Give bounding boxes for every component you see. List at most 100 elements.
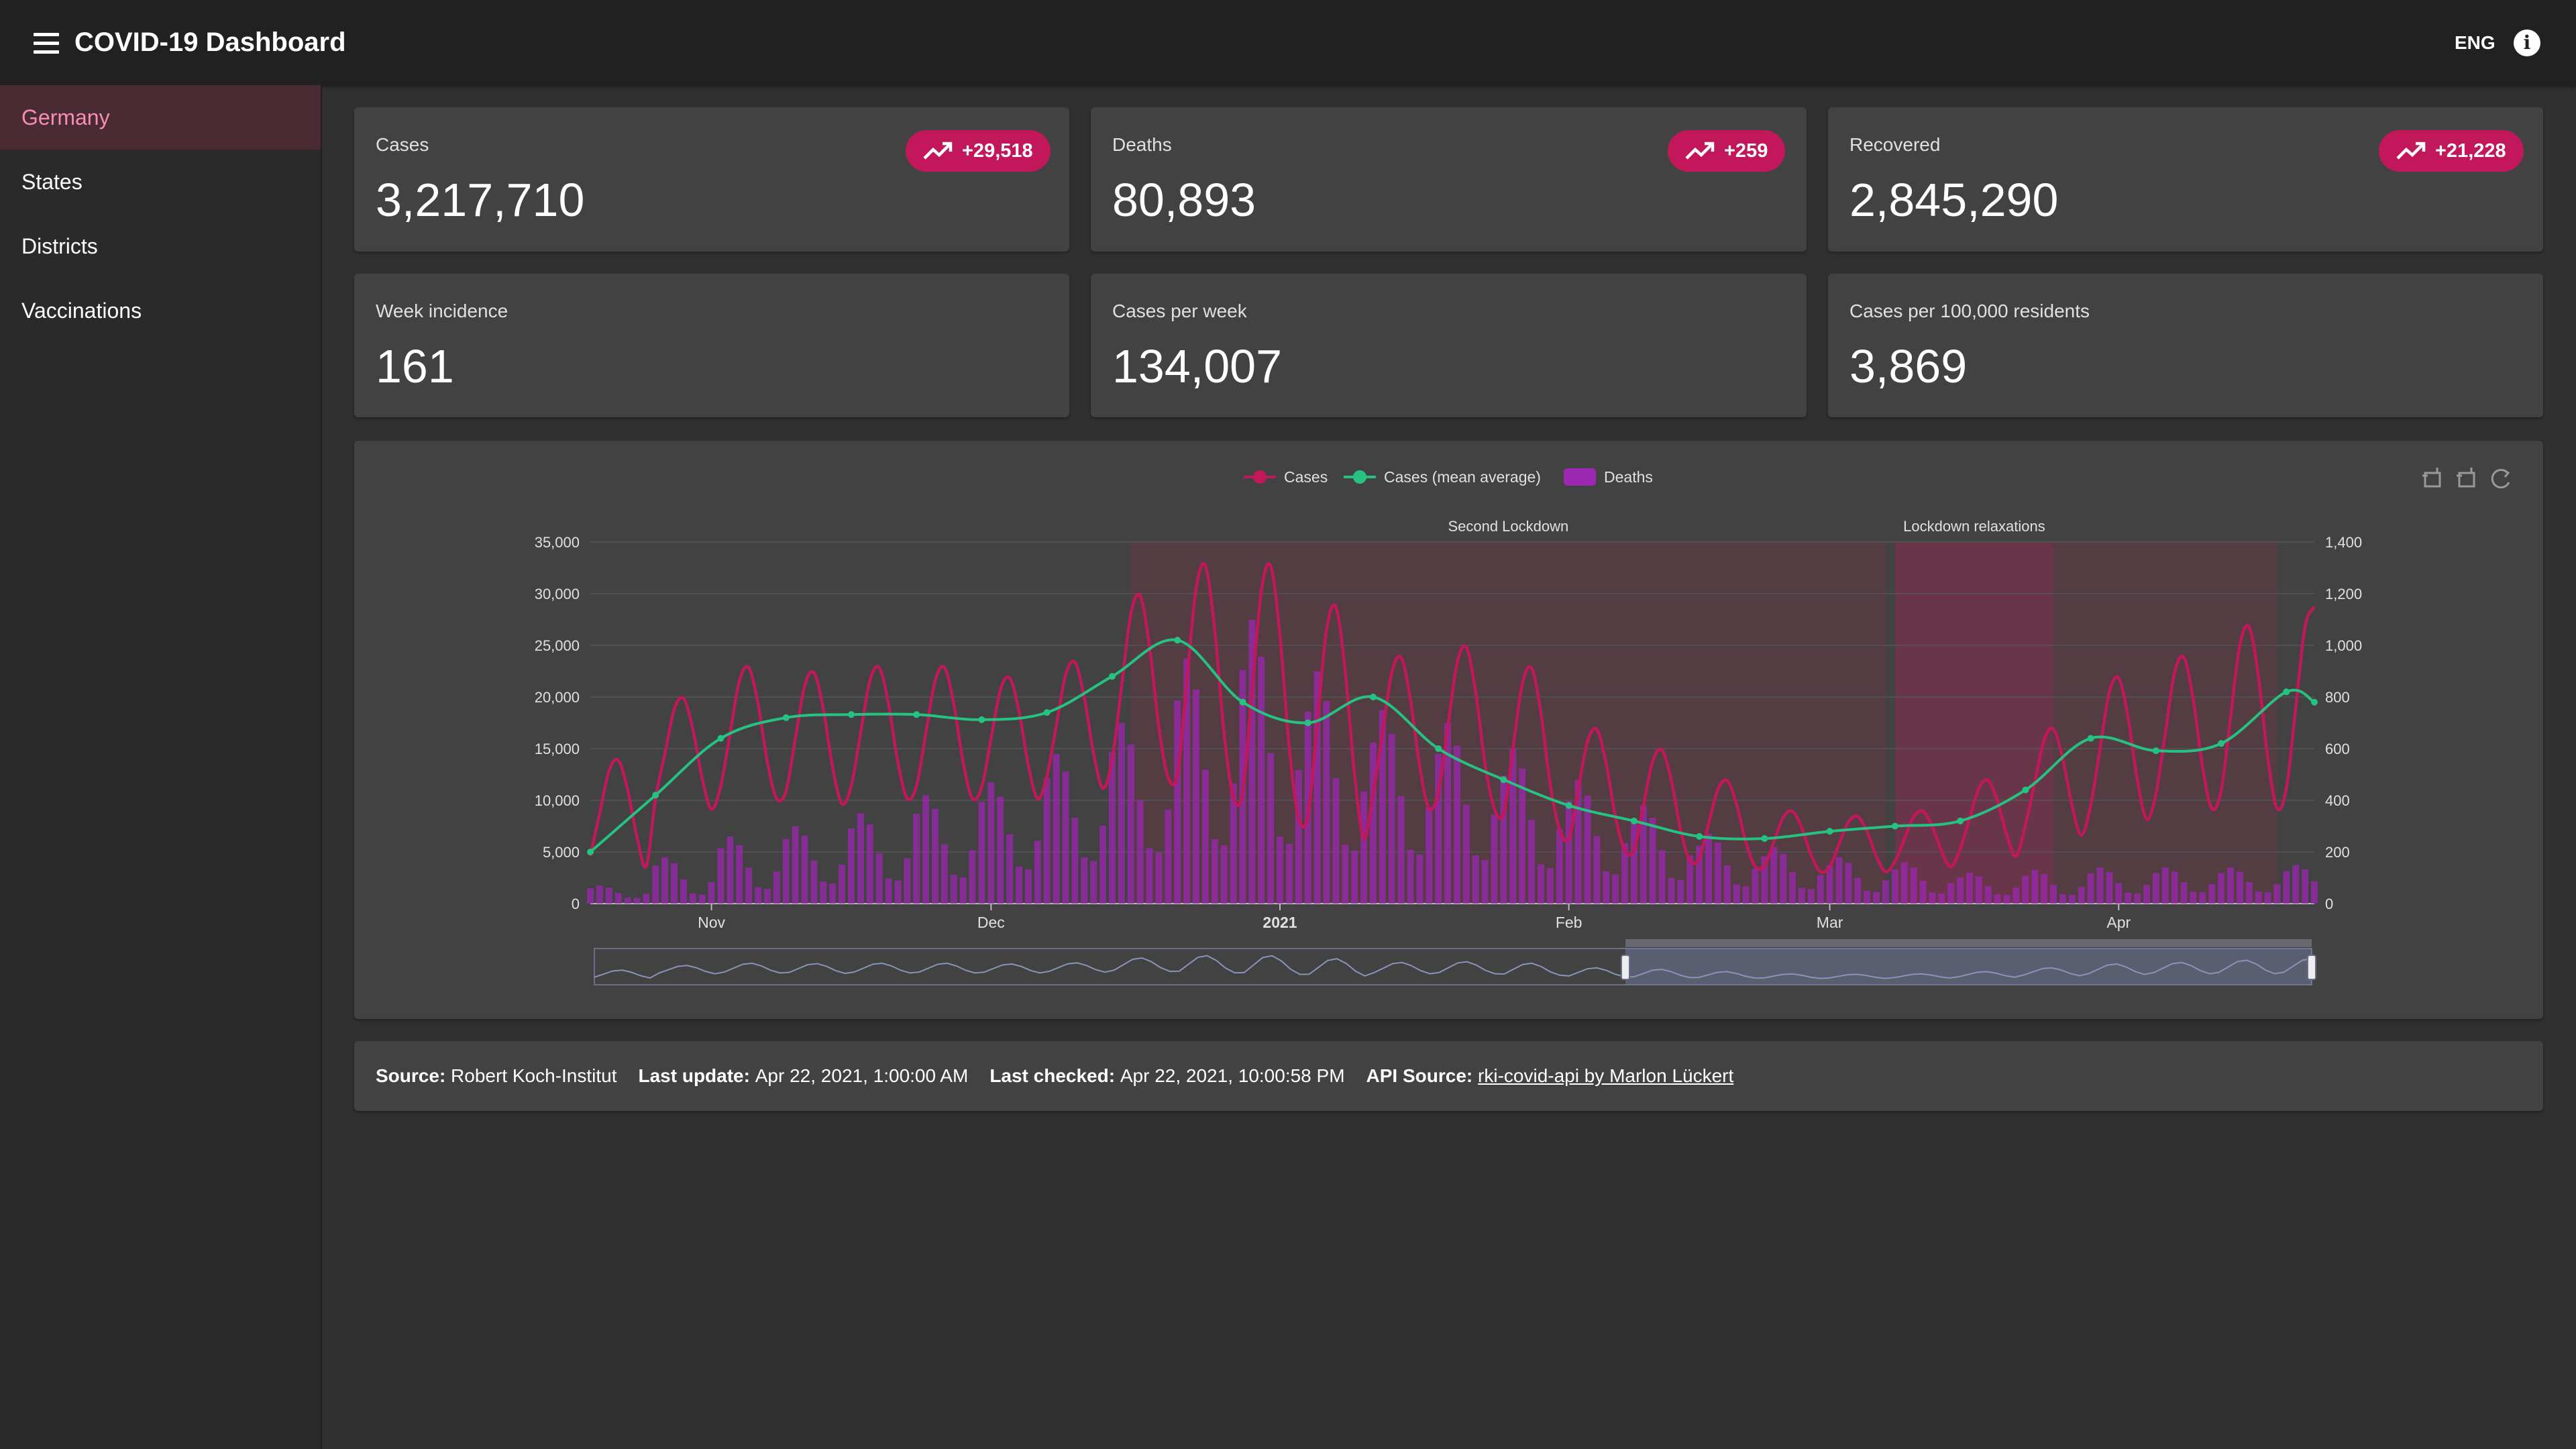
- sidebar-item-states[interactable]: States: [21, 170, 83, 194]
- deaths-bar: [1854, 877, 1862, 904]
- deaths-bar: [1034, 841, 1041, 904]
- deaths-bar: [614, 893, 622, 904]
- deaths-bar: [1733, 884, 1740, 904]
- deaths-bar: [1285, 843, 1293, 904]
- deaths-bar: [2171, 871, 2178, 904]
- cases-delta-badge[interactable]: +29,518: [906, 130, 1051, 172]
- deaths-bar: [1462, 804, 1470, 904]
- mean-point: [1043, 709, 1051, 716]
- sidebar-item-vaccinations[interactable]: Vaccinations: [21, 299, 142, 323]
- deaths-bar: [1332, 777, 1340, 904]
- deaths-bar: [1677, 880, 1684, 904]
- deaths-bar: [643, 894, 650, 904]
- deaths-bar: [969, 850, 976, 904]
- deaths-bar: [605, 888, 612, 904]
- datazoom-handle-right[interactable]: [2307, 955, 2316, 980]
- mean-point: [587, 849, 594, 855]
- deaths-bar: [2106, 871, 2113, 904]
- x-tick-label: 2021: [1263, 914, 1297, 931]
- deaths-bar: [1435, 753, 1442, 904]
- deaths-bar: [913, 813, 920, 904]
- deaths-bar: [1975, 876, 1982, 904]
- deaths-bar: [624, 898, 631, 904]
- legend-label[interactable]: Cases (mean average): [1384, 468, 1541, 486]
- deaths-bar: [1556, 828, 1563, 904]
- deaths-bar: [2022, 875, 2029, 904]
- deaths-card: Deaths 80,893 +259: [1091, 107, 1807, 252]
- zoom-icon[interactable]: [2422, 468, 2441, 488]
- deaths-bar: [2161, 867, 2169, 904]
- cases-card: Cases 3,217,710 +29,518: [354, 107, 1069, 252]
- language-button[interactable]: ENG: [2455, 32, 2496, 53]
- deaths-bar: [773, 871, 780, 904]
- deaths-bar: [1574, 780, 1582, 904]
- deaths-bar: [1649, 818, 1656, 904]
- deaths-bar: [2180, 882, 2188, 904]
- app-bar: COVID-19 Dashboard ENG i: [0, 0, 2576, 85]
- recovered-label: Recovered: [1849, 134, 1941, 155]
- legend-label[interactable]: Cases: [1284, 468, 1328, 486]
- last-update-value: Apr 22, 2021, 1:00:00 AM: [755, 1065, 969, 1086]
- deaths-bar: [652, 865, 659, 904]
- deaths-bar: [1342, 845, 1349, 904]
- mean-point: [2022, 786, 2029, 794]
- legend-swatch-dot[interactable]: [1253, 470, 1267, 484]
- deaths-bar: [1453, 745, 1460, 904]
- deaths-label: Deaths: [1112, 134, 1172, 155]
- trending-up-icon: [2396, 142, 2426, 160]
- sidebar-item-districts[interactable]: Districts: [21, 234, 98, 258]
- deaths-bar: [941, 844, 948, 904]
- mark-area-label: Second Lockdown: [1448, 518, 1568, 535]
- deaths-bar: [792, 826, 799, 904]
- mean-point: [782, 714, 790, 721]
- mean-point: [1435, 745, 1442, 752]
- deaths-bar: [1258, 657, 1265, 904]
- legend-swatch[interactable]: [1564, 468, 1596, 486]
- datazoom-handle-left[interactable]: [1621, 955, 1630, 980]
- cases-per-100k-label: Cases per 100,000 residents: [1849, 301, 2090, 321]
- deaths-bar: [847, 828, 855, 904]
- mean-point: [978, 716, 985, 723]
- deaths-bar: [1835, 857, 1843, 904]
- week-incidence-value: 161: [376, 340, 454, 392]
- deaths-bar: [2068, 895, 2076, 904]
- deaths-delta: +259: [1724, 140, 1768, 162]
- zoom-reset-icon[interactable]: [2457, 468, 2475, 488]
- deaths-bar: [1565, 801, 1572, 904]
- cases-per-100k-card: Cases per 100,000 residents 3,869: [1828, 274, 2543, 417]
- deaths-bar: [1146, 848, 1153, 904]
- deaths-bar: [922, 795, 930, 904]
- recovered-delta-badge[interactable]: +21,228: [2379, 130, 2524, 172]
- legend-label[interactable]: Deaths: [1604, 468, 1653, 486]
- deaths-bar: [950, 874, 957, 904]
- deaths-bar: [1900, 862, 1908, 904]
- deaths-bar: [2003, 895, 2010, 904]
- sidebar-item-germany[interactable]: Germany: [0, 85, 321, 150]
- datazoom-move-bar[interactable]: [1625, 939, 2312, 947]
- deaths-value: 80,893: [1112, 174, 1256, 226]
- recovered-card: Recovered 2,845,290 +21,228: [1828, 107, 2543, 252]
- mean-point: [1761, 835, 1768, 842]
- y-left-tick-label: 20,000: [535, 689, 580, 706]
- deaths-bar: [1211, 839, 1218, 904]
- cases-per-week-label: Cases per week: [1112, 301, 1247, 321]
- deaths-delta-badge[interactable]: +259: [1668, 130, 1786, 172]
- datazoom-selection[interactable]: [1625, 949, 2312, 985]
- info-icon[interactable]: i: [2514, 30, 2540, 56]
- deaths-bar: [2115, 883, 2123, 904]
- x-tick-label: Mar: [1817, 914, 1843, 931]
- y-right-tick-label: 1,000: [2325, 637, 2362, 654]
- y-left-tick-label: 35,000: [535, 534, 580, 551]
- cases-per-week-card: Cases per week 134,007: [1091, 274, 1807, 417]
- legend-swatch-dot[interactable]: [1353, 470, 1366, 484]
- menu-icon[interactable]: [32, 32, 62, 56]
- api-source-link[interactable]: rki-covid-api by Marlon Lückert: [1478, 1065, 1734, 1086]
- deaths-bar: [1640, 805, 1647, 904]
- deaths-bar: [1584, 795, 1591, 904]
- deaths-bar: [2311, 881, 2318, 904]
- deaths-bar: [810, 860, 818, 904]
- restore-icon[interactable]: [2491, 469, 2510, 489]
- deaths-bar: [1873, 892, 1880, 904]
- deaths-bar: [1369, 742, 1377, 904]
- deaths-bar: [1705, 834, 1713, 904]
